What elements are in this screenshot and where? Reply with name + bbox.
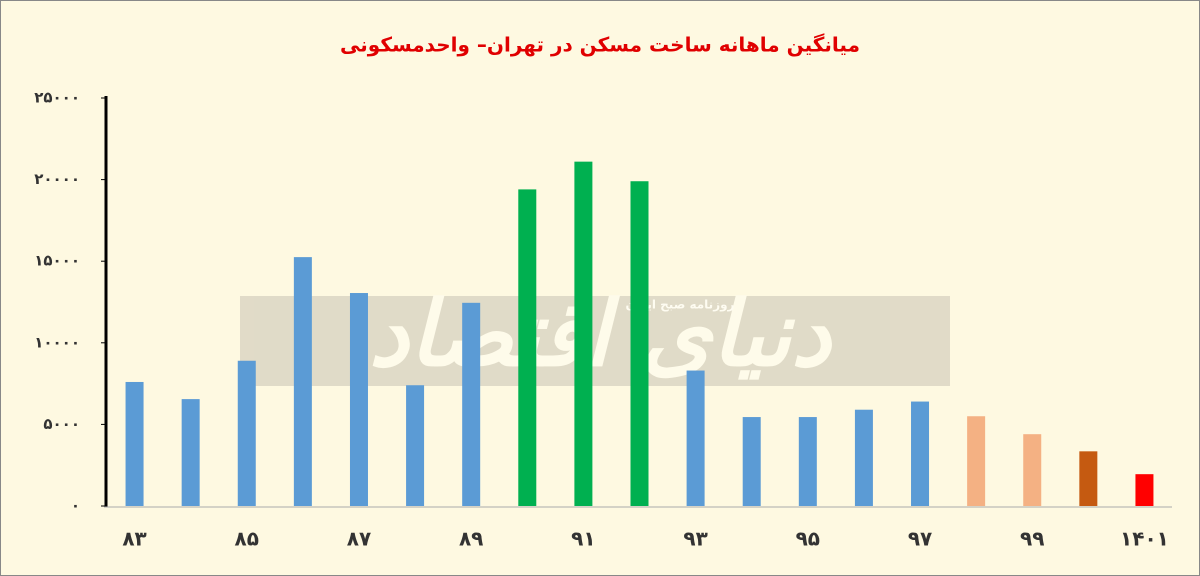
bar (181, 399, 200, 506)
y-tick-label: ۰ (71, 497, 80, 515)
bar (237, 360, 256, 506)
y-tick-label: ۱۵۰۰۰ (34, 252, 80, 270)
bar (686, 370, 705, 506)
watermark-text: دنیای اقتصاد (369, 282, 833, 387)
chart-title: میانگین ماهانه ساخت مسکن در تهران– واحدم… (340, 33, 860, 57)
x-tick-label: ۹۵ (796, 527, 820, 551)
x-tick-label: ۹۹ (1020, 527, 1044, 551)
x-tick-label: ۸۹ (459, 527, 483, 551)
bar (630, 181, 649, 506)
x-tick-label: ۹۷ (908, 527, 932, 551)
bar (1023, 434, 1042, 506)
bar (911, 401, 930, 506)
x-tick-label: ۱۴۰۱ (1120, 527, 1169, 551)
bar (293, 257, 312, 506)
watermark: دنیای اقتصاد روزنامه صبح ایران (240, 282, 950, 387)
bar (1135, 474, 1154, 506)
x-tick-label: ۸۷ (347, 527, 371, 551)
y-tick-label: ۱۰۰۰۰ (34, 333, 80, 351)
bar (406, 385, 425, 506)
y-tick-label: ۲۵۰۰۰ (34, 89, 80, 107)
bar (1079, 451, 1098, 506)
bar (854, 409, 873, 506)
bar (462, 302, 481, 506)
bar (125, 381, 144, 506)
bar (349, 293, 368, 506)
bar (518, 189, 537, 506)
x-tick-label: ۸۳ (122, 527, 146, 551)
x-tick-label: ۸۵ (235, 527, 259, 551)
x-tick-label: ۹۳ (683, 527, 707, 551)
y-tick-label: ۵۰۰۰ (43, 415, 80, 433)
bar (742, 417, 761, 506)
watermark-subtitle: روزنامه صبح ایران (626, 298, 735, 313)
bar (798, 417, 817, 506)
bar (967, 416, 986, 506)
x-tick-label: ۹۱ (571, 527, 595, 551)
bar (574, 161, 593, 506)
y-tick-label: ۲۰۰۰۰ (34, 170, 80, 188)
